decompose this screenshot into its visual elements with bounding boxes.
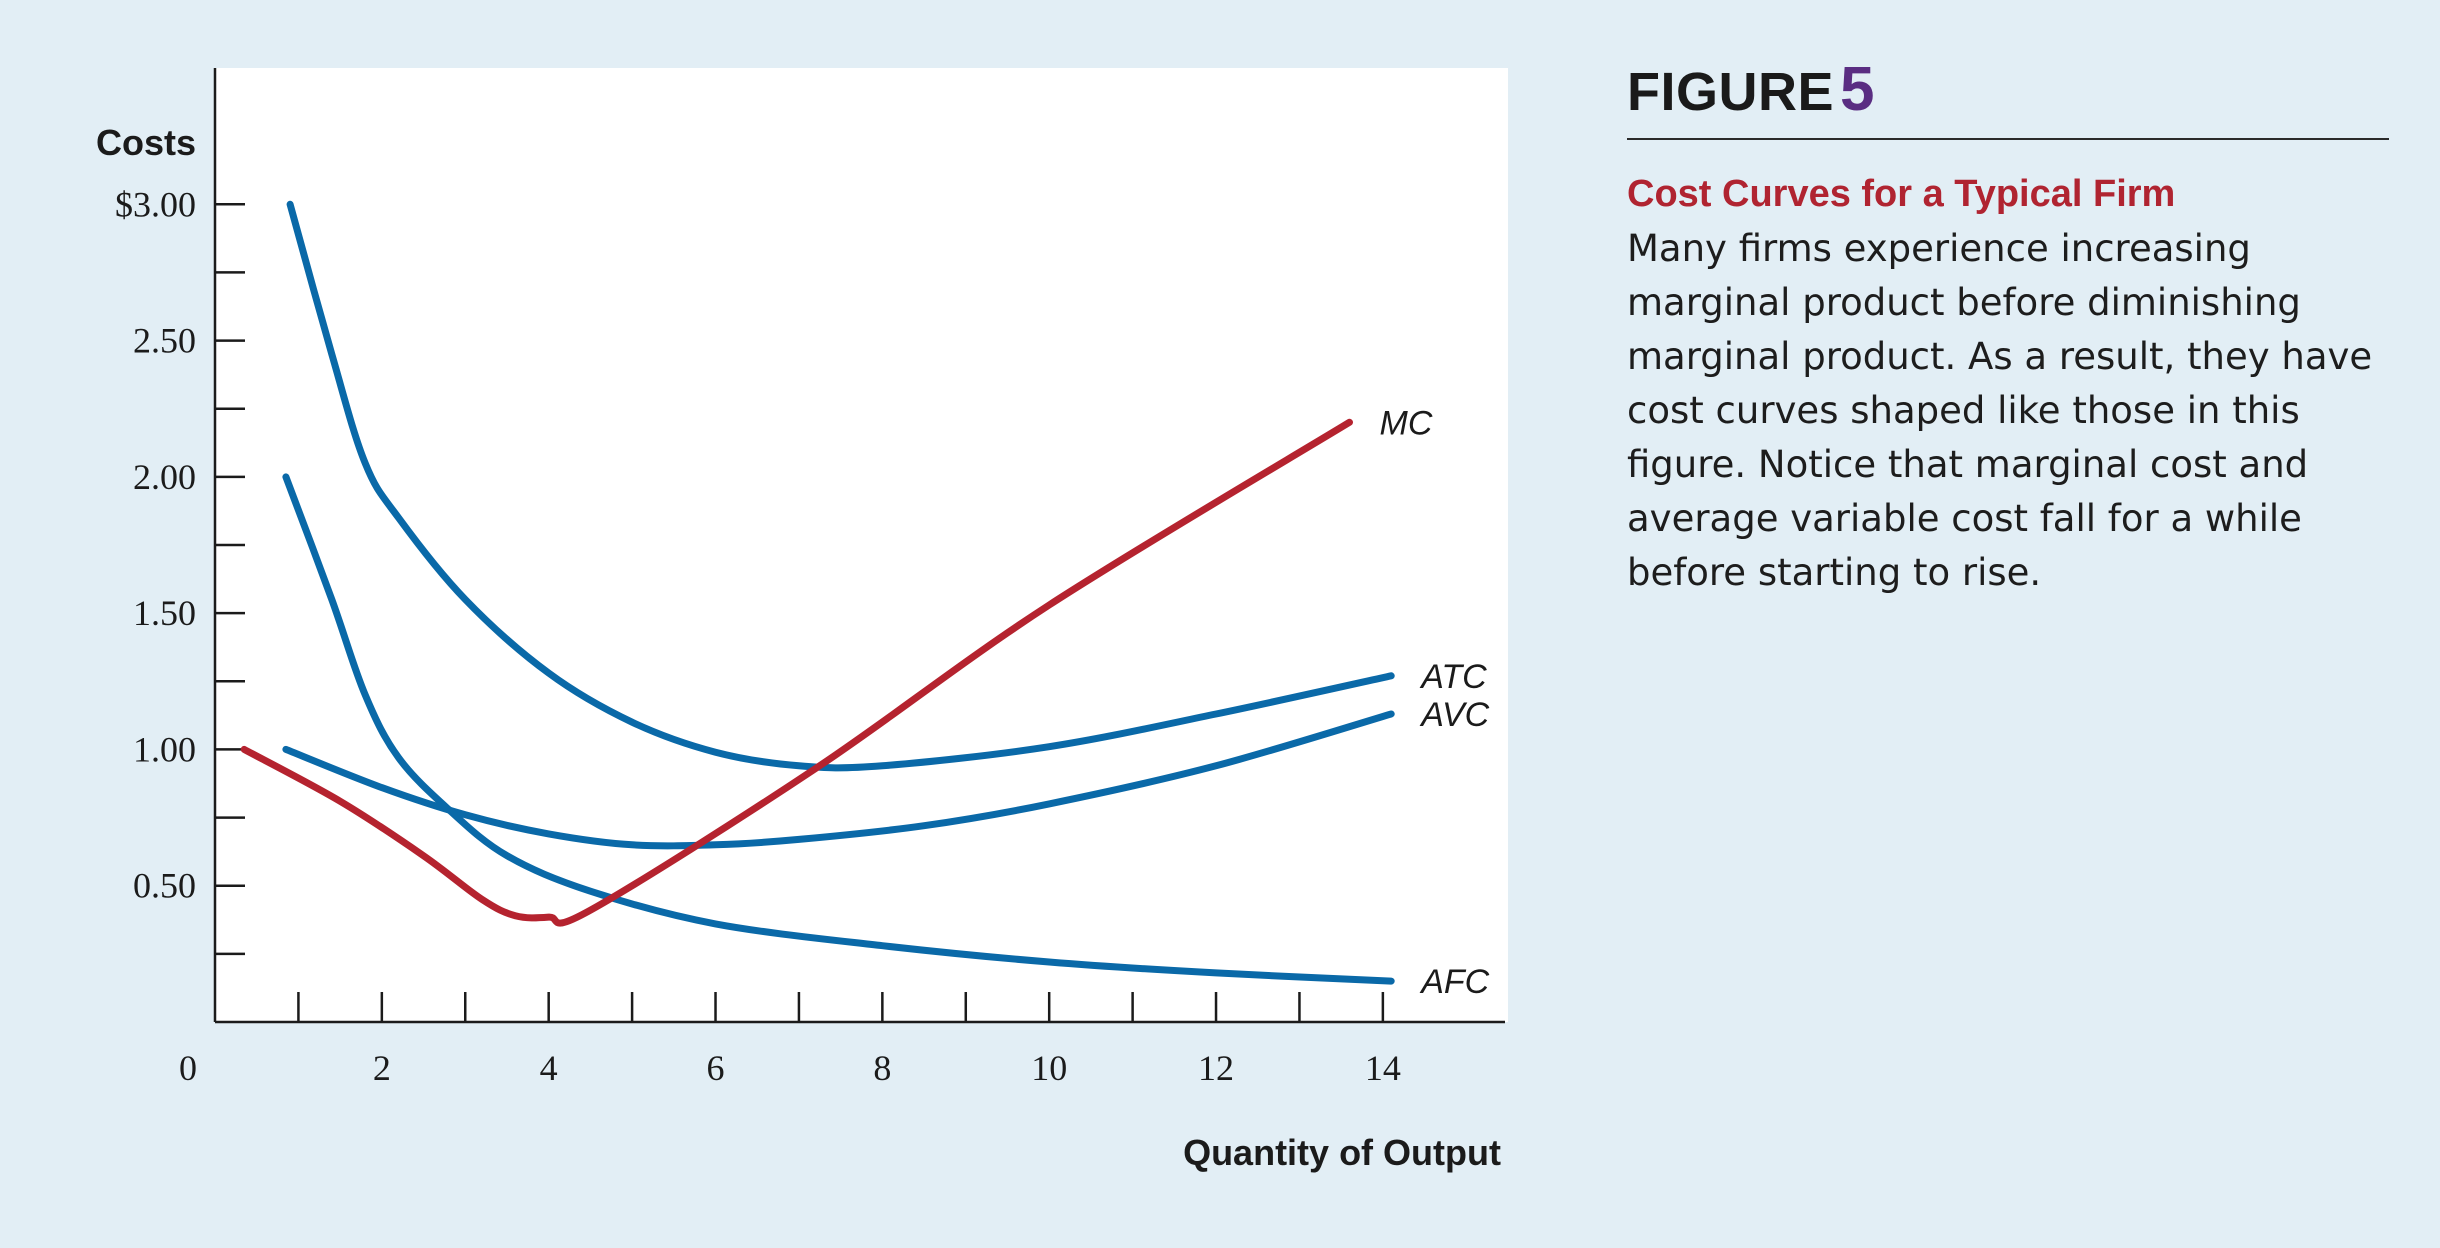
heading-rule (1627, 138, 2389, 140)
x-tick-label-6: 14 (1365, 1048, 1401, 1088)
y-tick-label-4: 1.00 (133, 729, 196, 769)
figure-number: 5 (1840, 55, 1875, 124)
y-tick-label-0: $3.00 (115, 184, 196, 224)
x-tick-label-1: 4 (540, 1048, 558, 1088)
x-tick-label-5: 12 (1198, 1048, 1234, 1088)
y-tick-label-1: 2.50 (133, 321, 196, 361)
figure-caption: FIGURE5 Cost Curves for a Typical Firm M… (1627, 58, 2392, 600)
plot-area (215, 68, 1508, 1022)
cost-curves-chart: $3.00 2.50 2.00 1.50 1.00 0.50 2 4 6 8 10 12 14 Cost… (96, 68, 1508, 1173)
mc-curve (240, 418, 1353, 927)
figure-heading: FIGURE5 (1627, 58, 2392, 124)
afc-label: AFC (1419, 963, 1489, 1001)
x-tick-label-3: 8 (873, 1048, 891, 1088)
x-zero-label: 0 (179, 1048, 197, 1088)
avc-label: AVC (1419, 696, 1489, 734)
x-tick-label-2: 6 (707, 1048, 725, 1088)
figure-description: Many firms experience increasing margina… (1627, 227, 2373, 594)
x-tick-label-0: 2 (373, 1048, 391, 1088)
x-tick-label-4: 10 (1031, 1048, 1067, 1088)
figure-label: FIGURE (1627, 62, 1835, 122)
y-tick-label-5: 0.50 (133, 866, 196, 906)
y-tick-label-2: 2.00 (133, 457, 196, 497)
mc-label: MC (1380, 404, 1433, 442)
y-tick-label-3: 1.50 (133, 593, 196, 633)
atc-curve (286, 200, 1395, 772)
x-axis-title: Quantity of Output (1183, 1132, 1501, 1173)
afc-curve (282, 473, 1395, 985)
y-axis-title: Costs (96, 122, 196, 163)
atc-label: ATC (1419, 658, 1487, 696)
figure-subtitle: Cost Curves for a Typical Firm (1627, 173, 2176, 215)
